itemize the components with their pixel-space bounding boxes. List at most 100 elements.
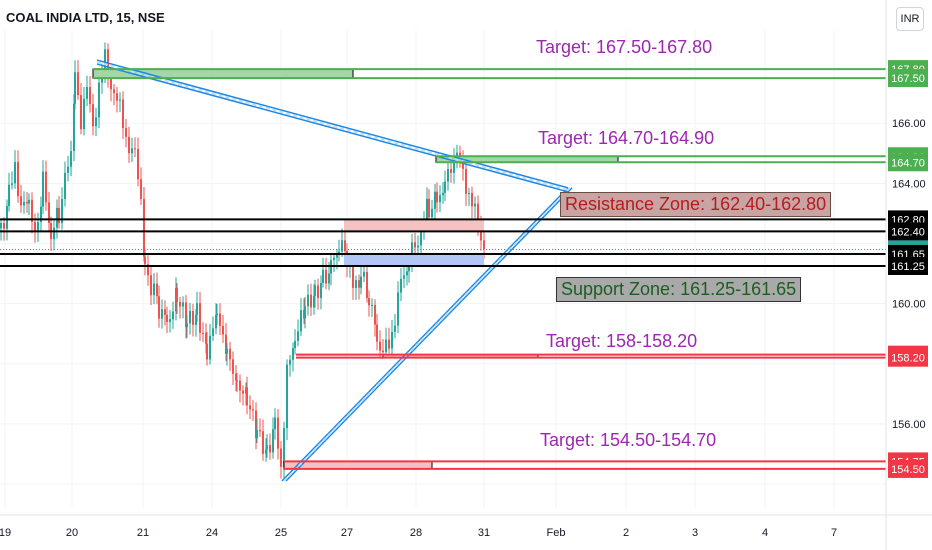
currency-button[interactable]: INR (896, 7, 924, 31)
candle-body (317, 285, 319, 299)
candle-body (37, 221, 39, 232)
candle-body (235, 373, 237, 381)
candle-body (300, 310, 302, 332)
candle-body (185, 302, 187, 328)
candle-body (34, 221, 36, 232)
candle-body (239, 380, 241, 391)
price-badge: 167.50 (888, 69, 928, 88)
candle-body (366, 271, 368, 299)
candle-body (242, 390, 244, 394)
candle-body (431, 208, 433, 218)
candle-body (153, 283, 155, 296)
price-badge-bg (888, 459, 928, 478)
candle-body (156, 283, 158, 297)
price-badge-label: 161.25 (891, 261, 925, 273)
candle-body (199, 303, 201, 333)
candle-body (176, 287, 178, 302)
candle-body (436, 191, 438, 203)
candle-body (205, 333, 207, 344)
candle-body (352, 264, 354, 288)
candle-body (277, 417, 279, 449)
candle-body (23, 202, 25, 206)
candle-body (26, 202, 28, 204)
candle-body (95, 117, 97, 127)
triangle-trendlines (96, 59, 573, 482)
candle-body (456, 152, 458, 158)
candle-body (3, 223, 5, 229)
target-label-2: Target: 164.70-164.90 (538, 128, 715, 148)
candle-body (232, 359, 234, 374)
x-tick-label: 19 (0, 527, 11, 539)
candle-body (447, 168, 449, 182)
candle-body (196, 303, 198, 315)
candle-body (411, 242, 413, 262)
candle-body (358, 280, 360, 288)
candle-body (89, 87, 91, 105)
candle-body (128, 136, 130, 154)
candle-body (137, 148, 139, 180)
upper-trendline (96, 63, 569, 193)
candle-body (283, 428, 285, 468)
candle-body (304, 306, 306, 319)
candle-body (417, 245, 419, 248)
resistance-zone-box (344, 219, 484, 232)
price-badge-label: 154.50 (891, 464, 925, 476)
candle-body (161, 309, 163, 319)
candle-body (320, 283, 322, 299)
candle-body (64, 172, 66, 200)
x-tick-label: 24 (206, 527, 218, 539)
candle-body (376, 324, 378, 342)
candle-body (158, 296, 160, 319)
candle-body (341, 240, 343, 252)
candle-body (328, 273, 330, 284)
x-tick-label: 2 (623, 527, 629, 539)
candle-body (262, 431, 264, 454)
candle-body (147, 264, 149, 276)
x-tick-label: 28 (410, 527, 422, 539)
y-tick-label: 164.00 (892, 178, 926, 190)
candle-body (98, 82, 100, 118)
candle-body (368, 298, 370, 306)
candle-body (360, 276, 362, 288)
candle-body (113, 89, 115, 94)
candle-body (58, 207, 60, 224)
price-badge-label: 164.70 (891, 157, 925, 169)
candle-body (249, 405, 251, 410)
candle-body (186, 323, 188, 328)
target-label-3: Target: 158-158.20 (546, 331, 698, 351)
price-axis: 166.00164.00160.00156.00167.80167.50164.… (885, 0, 928, 550)
candle-body (229, 348, 231, 360)
candle-body (459, 152, 461, 157)
time-axis: 19 20 21 24 25 27 28 31 Feb 2 3 4 7 (0, 514, 932, 539)
x-tick-label: 7 (831, 527, 837, 539)
candle-body (406, 271, 408, 276)
candle-body (169, 319, 171, 323)
candle-body (31, 199, 33, 222)
x-tick-label: 3 (692, 527, 698, 539)
target-label-1: Target: 167.50-167.80 (536, 37, 713, 57)
candle-body (144, 256, 146, 265)
support-zone-box (344, 253, 484, 266)
candle-body (74, 72, 76, 104)
candle-body (289, 359, 291, 365)
candle-body (172, 311, 174, 320)
candle-body (225, 334, 227, 354)
price-badge-bg (888, 348, 928, 367)
candle-body (388, 339, 390, 349)
candle-body (104, 49, 106, 72)
target-zone-box (283, 460, 433, 470)
candle-body (20, 196, 22, 206)
candle-body (428, 198, 430, 218)
candle-body (292, 348, 294, 360)
candle-body (222, 325, 224, 335)
candle-body (322, 269, 324, 284)
candle-body (219, 313, 221, 326)
candle-body (394, 325, 396, 332)
candle-body (246, 387, 248, 406)
candle-body (116, 93, 118, 101)
candle-body (313, 295, 315, 308)
candle-body (385, 339, 387, 353)
lower-trendline-fill (283, 187, 571, 482)
candle-body (206, 343, 208, 360)
